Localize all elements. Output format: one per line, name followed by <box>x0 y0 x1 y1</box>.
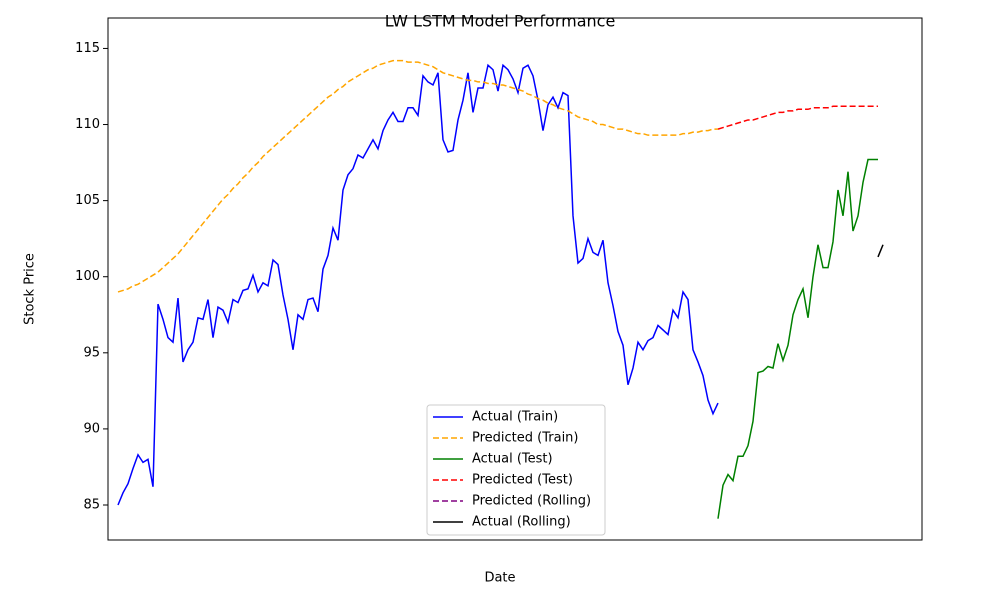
y-tick-label: 110 <box>75 117 100 132</box>
legend-label: Actual (Train) <box>472 410 558 425</box>
chart-title: LW LSTM Model Performance <box>385 12 616 31</box>
legend-label: Actual (Test) <box>472 452 553 467</box>
series-line <box>877 244 884 258</box>
legend-label: Predicted (Train) <box>472 431 579 446</box>
legend-label: Actual (Rolling) <box>472 515 571 530</box>
x-axis-label: Date <box>484 571 515 586</box>
series-line <box>717 158 878 519</box>
legend: Actual (Train) Predicted (Train) Actual (T… <box>426 404 606 536</box>
y-axis-label: Stock Price <box>23 253 38 325</box>
series-line <box>117 59 718 293</box>
y-tick-label: 100 <box>75 269 100 284</box>
y-tick-label: 90 <box>83 421 100 436</box>
series-line <box>117 63 719 506</box>
plot-frame <box>107 17 923 541</box>
legend-label: Predicted (Test) <box>472 473 573 488</box>
y-tick-label: 105 <box>75 193 100 208</box>
y-tick-label: 95 <box>83 345 100 360</box>
series-line <box>717 105 878 130</box>
legend-box <box>426 404 606 536</box>
legend-label: Predicted (Rolling) <box>472 494 591 509</box>
y-tick-label: 115 <box>75 41 100 56</box>
y-tick-label: 85 <box>83 497 100 512</box>
plot-area: 85 90 95 100 105 110 115 <box>75 41 884 519</box>
